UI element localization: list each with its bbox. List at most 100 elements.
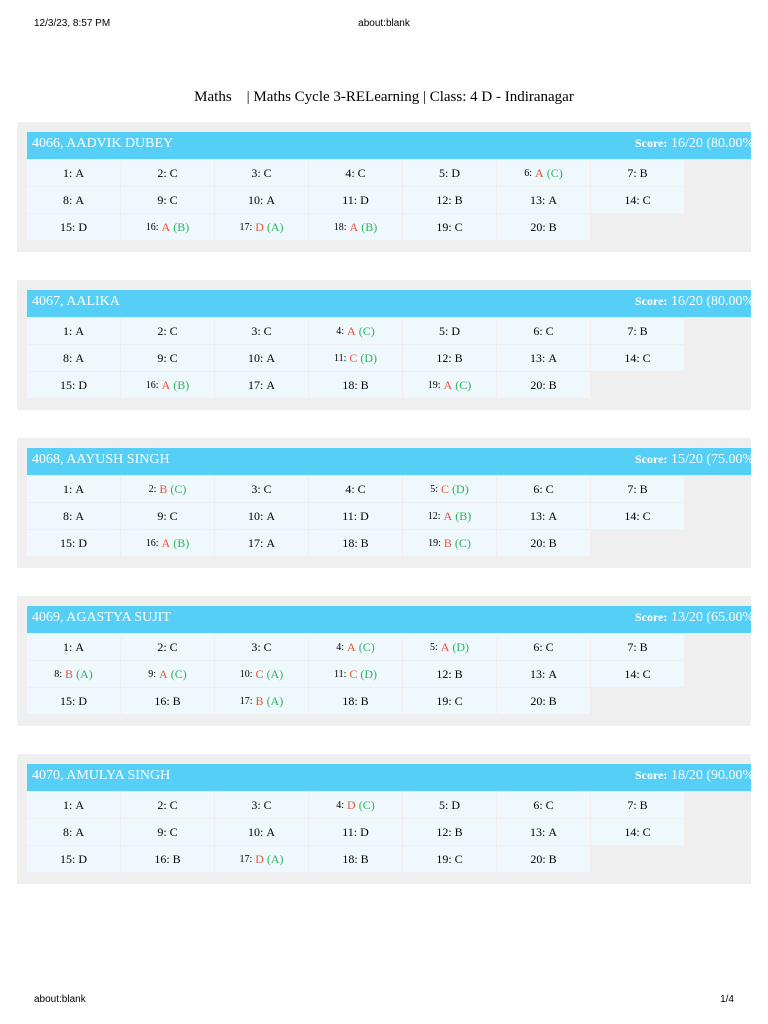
question-number: 18: (333, 221, 347, 233)
answer: B (172, 851, 181, 866)
print-datetime: 12/3/23, 8:57 PM (34, 18, 111, 29)
answer: B (639, 639, 648, 654)
question-number: 7: (627, 797, 637, 812)
correct-answer: (C) (170, 666, 187, 681)
answer-cell: 14: C (591, 345, 684, 371)
student-name: 4069, AGASTYA SUJIT (32, 610, 171, 625)
answer-cell: 4: A (C) (309, 634, 402, 660)
answer: C (263, 481, 272, 496)
answer-cell: 1: A (27, 634, 120, 660)
question-number: 19: (436, 693, 452, 708)
question-number: 17: (239, 221, 253, 233)
student-card: 4068, AAYUSH SINGH Score: 15/20 (75.00%) 1… (17, 438, 751, 568)
question-number: 11: (342, 192, 358, 207)
wrong-answer: A (443, 377, 453, 392)
question-number: 16: (145, 537, 159, 549)
answer-cell: 13: A (497, 345, 590, 371)
answer: A (548, 666, 557, 681)
question-number: 2: (157, 639, 167, 654)
answer-cell: 4: D (C) (309, 792, 402, 818)
correct-answer: (C) (358, 639, 375, 654)
answer-cell: 9: C (121, 187, 214, 213)
answer: C (642, 824, 651, 839)
answer-cell: 6: C (497, 318, 590, 344)
answer-cell: 18: B (309, 372, 402, 398)
question-number: 16: (154, 851, 170, 866)
answer-cell: 8: A (27, 187, 120, 213)
answer: A (266, 192, 275, 207)
answer: C (263, 797, 272, 812)
question-number: 4: (336, 641, 345, 653)
question-number: 19: (436, 851, 452, 866)
answer-cell: 5: A (D) (403, 634, 496, 660)
answer-cell: 15: D (27, 688, 120, 714)
answer-cell: 10: A (215, 819, 308, 845)
score-value: 15/20 (75.00%) (670, 452, 751, 467)
question-number: 7: (627, 165, 637, 180)
wrong-answer: D (255, 851, 264, 866)
answer-cell: 5: D (403, 792, 496, 818)
answer-grid: 1: A 2: C 3: C 4: A (C) 5: A (D) 6: C 7: B 8: B (A) 9: A (C) 1… (27, 634, 751, 714)
question-number: 20: (530, 535, 546, 550)
student-name: 4067, AALIKA (32, 294, 120, 309)
answer: C (642, 192, 651, 207)
question-number: 13: (529, 192, 546, 207)
answer: C (169, 639, 178, 654)
answer-cell: 7: B (591, 160, 684, 186)
answer: C (642, 508, 651, 523)
correct-answer: (B) (173, 377, 190, 392)
question-number: 13: (529, 666, 546, 681)
answer: A (266, 535, 275, 550)
answer: A (75, 192, 84, 207)
answer: A (75, 350, 84, 365)
answer-cell: 14: C (591, 187, 684, 213)
question-number: 10: (247, 192, 264, 207)
answer: D (360, 824, 369, 839)
answer-cell: 17: B (A) (215, 688, 308, 714)
score-value: 13/20 (65.00%) (670, 610, 751, 625)
answer: B (454, 350, 463, 365)
wrong-answer: A (349, 219, 359, 234)
answer-cell: 10: A (215, 187, 308, 213)
answer-cell: 2: C (121, 634, 214, 660)
answer: B (360, 851, 369, 866)
correct-answer: (C) (546, 165, 563, 180)
answer: B (639, 481, 648, 496)
answer-grid: 1: A 2: C 3: C 4: D (C) 5: D 6: C 7: B 8: A 9: C 10: A 11: D 12… (27, 792, 751, 872)
answer: B (548, 535, 557, 550)
answer-cell: 1: A (27, 318, 120, 344)
correct-answer: (A) (266, 219, 284, 234)
question-number: 4: (336, 799, 345, 811)
answer-cell: 18: B (309, 530, 402, 556)
question-number: 11: (342, 824, 358, 839)
answer-cell: 8: A (27, 345, 120, 371)
question-number: 10: (247, 824, 264, 839)
question-number: 15: (59, 219, 76, 234)
answer-cell: 14: C (591, 503, 684, 529)
question-number: 7: (627, 639, 637, 654)
answer-cell: 9: C (121, 345, 214, 371)
answer-cell: 7: B (591, 476, 684, 502)
answer-cell: 10: A (215, 345, 308, 371)
question-number: 20: (530, 219, 546, 234)
answer-cell: 1: A (27, 792, 120, 818)
answer: C (263, 323, 272, 338)
correct-answer: (C) (455, 377, 472, 392)
answer: B (548, 851, 557, 866)
student-header: 4066, AADVIK DUBEY Score: 16/20 (80.00%) (27, 132, 751, 159)
correct-answer: (C) (358, 323, 375, 338)
correct-answer: (D) (360, 350, 378, 365)
answer: C (263, 639, 272, 654)
wrong-answer: D (347, 797, 356, 812)
answer: B (548, 377, 557, 392)
question-number: 16: (145, 379, 159, 391)
question-number: 20: (530, 693, 546, 708)
answer-grid: 1: A 2: C 3: C 4: A (C) 5: D 6: C 7: B 8: A 9: C 10: A 11: C (D… (27, 318, 751, 398)
answer-cell: 6: A (C) (497, 160, 590, 186)
answer: C (545, 639, 554, 654)
answer-cell: 5: C (D) (403, 476, 496, 502)
answer: D (360, 192, 369, 207)
question-number: 12: (436, 192, 452, 207)
question-number: 19: (436, 219, 452, 234)
question-number: 5: (438, 165, 449, 180)
